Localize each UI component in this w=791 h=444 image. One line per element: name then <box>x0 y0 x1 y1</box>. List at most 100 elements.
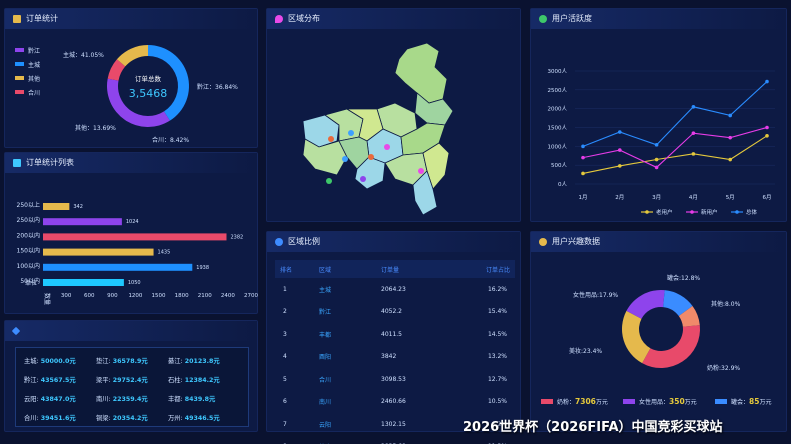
y-tick-label: 1500人 <box>548 125 568 132</box>
order-donut-slice[interactable] <box>116 45 148 67</box>
table-row[interactable]: 6 南川 2460.66 10.5% <box>275 391 515 414</box>
rank-item: 梁平: 29752.4元 <box>96 373 168 388</box>
table-row[interactable]: 5 合川 3098.53 12.7% <box>275 368 515 391</box>
series-point[interactable] <box>691 131 696 135</box>
table-row[interactable]: 2 黔江 4052.2 15.4% <box>275 301 515 324</box>
y-tick-label: 500人 <box>551 162 567 169</box>
series-point[interactable] <box>765 133 769 138</box>
interest-icon <box>539 238 547 246</box>
map-region-far-south[interactable] <box>412 170 438 216</box>
series-point[interactable] <box>765 125 769 130</box>
legend-item[interactable]: 合川 <box>15 85 40 99</box>
rank-name: 铜梁: <box>96 415 111 422</box>
rank-item: 合川: 39451.6元 <box>24 411 96 426</box>
region-map[interactable] <box>267 29 522 223</box>
cell-region: 丰都 <box>319 331 332 339</box>
legend-item[interactable]: 黔江 <box>15 43 40 57</box>
interest-donut-slice[interactable] <box>678 306 700 327</box>
order-donut-slice[interactable] <box>107 59 126 81</box>
rank-name: 綦江: <box>168 358 183 365</box>
series-point[interactable] <box>728 135 732 140</box>
legend-total[interactable]: 总体 <box>746 208 758 216</box>
series-line[interactable] <box>582 135 768 174</box>
bar[interactable] <box>43 203 70 210</box>
order-donut-slice[interactable] <box>107 78 170 127</box>
table-row[interactable]: 3 丰都 4011.5 14.5% <box>275 323 515 346</box>
series-point[interactable] <box>654 157 659 162</box>
series-point[interactable] <box>765 79 769 84</box>
legend-item[interactable]: 主城 <box>15 57 40 71</box>
y-tick-label: 2500人 <box>548 87 568 94</box>
bar[interactable] <box>43 218 122 226</box>
series-line[interactable] <box>582 126 768 169</box>
map-region-northeast[interactable] <box>394 42 448 104</box>
series-point[interactable] <box>728 113 732 118</box>
user-interest-title: 用户兴趣数据 <box>552 237 600 246</box>
legend-old-users[interactable]: 老用户 <box>656 208 673 216</box>
table-row[interactable]: 1 主城 2064.23 16.2% <box>275 278 515 301</box>
map-marker[interactable] <box>326 178 332 184</box>
col-orders: 订单量 <box>381 260 451 278</box>
cell-region: 主城 <box>319 286 332 294</box>
legend-label: 黔江 <box>28 47 41 55</box>
map-marker[interactable] <box>348 130 354 136</box>
series-point[interactable] <box>691 152 696 156</box>
bar[interactable] <box>43 279 124 286</box>
interest-donut-slice[interactable] <box>626 290 665 319</box>
map-marker[interactable] <box>328 136 334 142</box>
cell-rank: 1 <box>283 285 287 293</box>
interest-donut-slice[interactable] <box>663 290 693 317</box>
cell-region: 神农 <box>319 436 381 444</box>
order-donut-slice[interactable] <box>148 45 189 121</box>
table-row[interactable]: 7 云阳 1302.15 6.2% <box>275 413 515 436</box>
rank-name: 云阳: <box>24 396 39 403</box>
bar-axis-tick: 900 <box>107 293 118 299</box>
interest-donut-slice[interactable] <box>622 310 651 364</box>
cell-rank: 7 <box>283 420 287 428</box>
cell-ratio: 15.4% <box>487 308 507 316</box>
series-point[interactable] <box>581 144 585 149</box>
rank-item: 主城: 50000.0元 <box>24 354 96 369</box>
user-interest-chart: 罐会:12.8% 女性用品:17.9% 其他:8.0% 美妆:23.4% 奶粉:… <box>541 274 771 406</box>
y-tick-label: 0人 <box>558 181 567 188</box>
interest-label-women: 女性用品:17.9% <box>573 291 618 299</box>
series-point[interactable] <box>618 164 622 168</box>
cell-ratio: 10.5% <box>487 398 507 406</box>
map-marker[interactable] <box>368 154 374 160</box>
series-point[interactable] <box>581 171 585 176</box>
series-point[interactable] <box>618 130 622 134</box>
bar-chart-icon <box>13 159 21 167</box>
interest-label-car: 罐会:12.8% <box>667 274 700 282</box>
legend-new-users[interactable]: 新用户 <box>701 208 718 216</box>
map-marker[interactable] <box>342 156 348 162</box>
order-list-header: 订单统计列表 <box>5 153 257 173</box>
map-marker[interactable] <box>418 168 424 174</box>
table-row[interactable]: 8神农2835.6811.3% <box>275 436 515 444</box>
bar[interactable] <box>43 233 227 241</box>
series-point[interactable] <box>581 155 585 160</box>
cell-orders: 4011.5 <box>381 330 402 338</box>
series-point[interactable] <box>728 157 732 162</box>
legend-item[interactable]: 其他 <box>15 71 40 85</box>
series-point[interactable] <box>654 143 659 147</box>
series-line[interactable] <box>582 81 768 147</box>
rank-value: 43847.0元 <box>40 396 76 403</box>
table-row[interactable]: 4 酉阳 3842 13.2% <box>275 346 515 369</box>
rank-name: 万州: <box>168 415 183 422</box>
bar[interactable] <box>43 263 193 271</box>
series-point[interactable] <box>691 104 696 109</box>
map-region-southwest[interactable] <box>302 138 348 176</box>
order-bar-chart: 250以上 342 250以内 1024 200以内 2382 150以内 1435 100以内… <box>17 201 259 305</box>
rank-name: 梁平: <box>96 377 111 384</box>
bar-axis-tick: 1800 <box>175 293 189 299</box>
interest-donut-slice[interactable] <box>642 325 700 368</box>
series-point[interactable] <box>654 165 659 170</box>
series-point[interactable] <box>618 148 622 152</box>
order-donut <box>107 45 189 127</box>
cell-orders: 2835.68 <box>381 436 451 444</box>
map-marker[interactable] <box>384 144 390 150</box>
map-marker[interactable] <box>360 176 366 182</box>
map-region-north[interactable] <box>414 92 454 126</box>
svg-text:奶粉：7306万元: 奶粉：7306万元 <box>557 397 608 406</box>
bar[interactable] <box>43 248 154 256</box>
